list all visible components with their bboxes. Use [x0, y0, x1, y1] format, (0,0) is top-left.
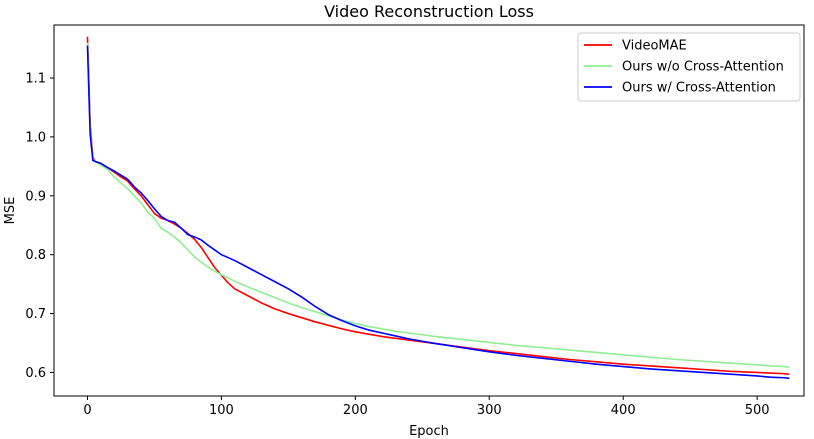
series-line-3 — [86, 45, 790, 380]
axes: 0 100 200 300 400 500 0.6 0.7 0.8 0.9 1.0 1.1 — [25, 24, 805, 418]
plot-frame — [53, 24, 805, 397]
x-tick-label: 500 — [745, 403, 770, 418]
y-axis-label: MSE — [3, 197, 18, 225]
y-tick-label: 0.8 — [25, 248, 46, 263]
x-tick-label: 0 — [83, 403, 91, 418]
plot-series — [86, 36, 790, 380]
y-tick-label: 0.6 — [25, 366, 46, 381]
legend-box — [577, 32, 801, 102]
x-tick-label: 200 — [343, 403, 368, 418]
legend-label-2: Ours w/o Cross-Attention — [622, 60, 784, 75]
legend: VideoMAE Ours w/o Cross-Attention Ours w/ … — [577, 32, 801, 102]
x-tick-label: 400 — [611, 403, 636, 418]
x-tick-label: 100 — [209, 403, 234, 418]
series-line-1 — [86, 36, 790, 376]
chart-title: Video Reconstruction Loss — [324, 2, 534, 21]
y-tick-label: 1.0 — [25, 130, 46, 145]
y-tick-label: 0.7 — [25, 307, 46, 322]
y-tick-label: 0.9 — [25, 189, 46, 204]
legend-label-1: VideoMAE — [622, 39, 687, 54]
series-line-2 — [86, 42, 790, 368]
x-tick-label: 300 — [477, 403, 502, 418]
legend-label-3: Ours w/ Cross-Attention — [622, 81, 776, 96]
x-axis-label: Epoch — [409, 424, 449, 439]
y-tick-label: 1.1 — [25, 72, 46, 87]
